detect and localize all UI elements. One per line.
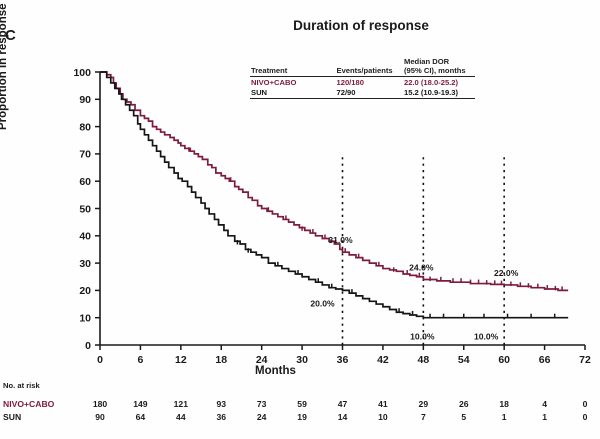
risk-row-label-nivo-cabo: NIVO+CABO [3, 399, 55, 409]
risk-value: 29 [418, 399, 429, 409]
legend-treatment-nivo: NIVO+CABO [251, 78, 297, 87]
annotation-nivo-36mo: 31.0% [328, 235, 353, 245]
x-axis-tick-label: 30 [296, 354, 308, 366]
legend-header-events: Events/patients [335, 58, 403, 77]
x-axis-tick-label: 12 [175, 354, 187, 366]
x-axis-tick-label: 60 [498, 354, 510, 366]
risk-value: 0 [582, 412, 588, 422]
x-axis-tick-label: 42 [377, 354, 389, 366]
annotation-sun-60mo: 10.0% [474, 332, 499, 342]
risk-value: 149 [133, 399, 148, 409]
legend-header-median-line2: (95% CI), months [404, 65, 466, 75]
panel-label: C [5, 27, 16, 44]
legend-events-sun: 72/90 [335, 87, 403, 100]
x-axis-tick-label: 54 [458, 354, 470, 366]
risk-value: 180 [92, 399, 108, 409]
risk-value: 7 [420, 412, 426, 422]
x-axis-tick-label: 0 [97, 354, 103, 366]
x-axis-tick-label: 66 [539, 354, 551, 366]
risk-value: 44 [176, 412, 186, 422]
legend-row-sun: SUN 72/90 15.2 (10.9-19.3) [250, 87, 475, 100]
y-axis-tick-label: 60 [79, 176, 91, 188]
y-axis-tick-label: 30 [79, 258, 91, 270]
risk-value: 14 [337, 412, 348, 422]
y-axis-tick-label: 0 [85, 340, 91, 352]
curve-sun [100, 71, 569, 319]
risk-value: 19 [297, 412, 307, 422]
risk-value: 73 [256, 399, 267, 409]
annotation-sun-36mo: 20.0% [310, 298, 335, 308]
annotation-sun-48mo: 10.0% [410, 332, 435, 342]
risk-value: 5 [461, 412, 467, 422]
legend-header-median-line1: Median DOR [404, 57, 450, 66]
x-axis-tick-label: 36 [337, 354, 349, 366]
annotation-nivo-48mo: 24.0% [409, 262, 434, 272]
annotation-nivo-60mo: 22.0% [494, 268, 519, 278]
risk-value: 47 [337, 399, 348, 409]
legend-row-nivo-cabo: NIVO+CABO 120/180 22.0 (18.0-25.2) [250, 77, 475, 88]
y-axis-tick-label: 80 [79, 121, 91, 133]
risk-value: 1 [501, 412, 507, 422]
y-axis-tick-label: 90 [79, 94, 91, 106]
legend-treatment-sun: SUN [250, 87, 336, 100]
risk-value: 41 [378, 399, 388, 409]
risk-value: 10 [378, 412, 388, 422]
risk-row-label-sun: SUN [3, 412, 22, 422]
x-axis-tick-label: 24 [256, 354, 268, 366]
y-axis-tick-label: 50 [79, 203, 91, 215]
risk-value: 64 [135, 412, 146, 422]
risk-value: 4 [542, 399, 547, 409]
risk-value: 26 [458, 399, 469, 409]
x-axis-tick-label: 18 [215, 354, 227, 366]
x-axis-tick-label: 72 [579, 354, 591, 366]
y-axis-tick-label: 100 [73, 67, 91, 79]
risk-value: 90 [95, 412, 105, 422]
risk-value: 18 [499, 399, 509, 409]
risk-value: 36 [216, 412, 227, 422]
risk-value: 1 [542, 412, 547, 422]
y-axis-tick-label: 20 [79, 285, 91, 297]
legend-events-nivo: 120/180 [336, 78, 364, 87]
legend-table: Treatment Events/patients Median DOR (95… [250, 57, 475, 100]
x-axis-label: Months [255, 365, 296, 377]
y-axis-tick-label: 70 [79, 149, 91, 161]
y-axis-tick-label: 40 [79, 231, 91, 243]
legend-median-nivo: 22.0 (18.0-25.2) [404, 78, 459, 87]
legend-header-median: Median DOR (95% CI), months [403, 57, 475, 77]
risk-value: 93 [216, 399, 227, 409]
legend-median-sun: 15.2 (10.9-19.3) [403, 87, 475, 100]
risk-value: 121 [173, 399, 188, 409]
x-axis-tick-label: 6 [137, 354, 143, 366]
curve-nivo-cabo [100, 71, 569, 292]
x-axis-tick-label: 48 [417, 354, 429, 366]
km-plot: 0 10 20 30 40 50 60 70 80 90 100 0 6 12 18 24 30 36 42 48 54… [73, 67, 591, 366]
risk-table-title: No. at risk [3, 381, 40, 390]
legend-header-treatment: Treatment [250, 58, 336, 77]
risk-value: 24 [256, 412, 267, 422]
risk-value: 0 [582, 399, 588, 409]
risk-value: 59 [297, 399, 307, 409]
chart-title: Duration of response [293, 18, 429, 33]
y-axis-tick-label: 10 [79, 313, 91, 325]
